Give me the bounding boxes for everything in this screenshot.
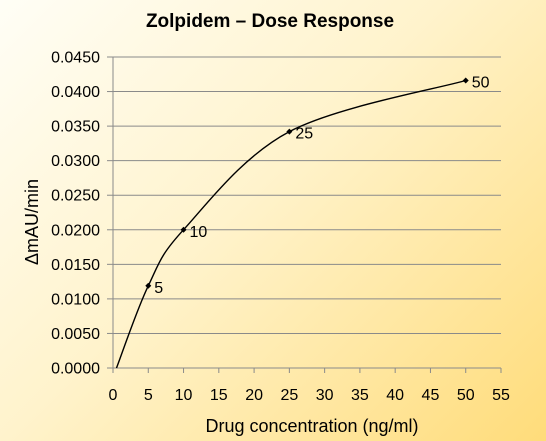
x-tick-label: 15 <box>210 387 228 404</box>
y-axis-label: ΔmAU/min <box>22 179 42 265</box>
data-point-marker <box>145 282 152 289</box>
x-tick-labels: 0 5 10 15 20 25 30 35 40 45 50 55 <box>109 387 510 404</box>
y-tick-label: 0.0250 <box>51 188 100 205</box>
data-point-marker <box>286 128 293 135</box>
data-label: 10 <box>190 224 208 241</box>
y-tick-labels: 0.0000 0.0050 0.0100 0.0150 0.0200 0.0250 0.03… <box>51 50 100 378</box>
x-tick-label: 35 <box>351 387 369 404</box>
y-tick-label: 0.0100 <box>51 291 100 308</box>
x-tick-label: 50 <box>457 387 475 404</box>
chart-title: Zolpidem – Dose Response <box>146 11 394 32</box>
x-axis-label: Drug concentration (ng/ml) <box>205 416 418 436</box>
x-tick-label: 55 <box>492 387 510 404</box>
x-tick-label: 30 <box>316 387 334 404</box>
x-tick-label: 10 <box>175 387 193 404</box>
x-tick-label: 0 <box>109 387 118 404</box>
data-labels: 5 10 25 50 <box>154 74 489 296</box>
data-point-marker <box>180 226 187 233</box>
data-label: 25 <box>295 126 313 143</box>
x-tick-label: 20 <box>245 387 263 404</box>
series-line <box>115 79 466 369</box>
x-tick-label: 40 <box>386 387 404 404</box>
x-tick-label: 25 <box>280 387 298 404</box>
data-label: 5 <box>154 280 163 297</box>
x-tick-label: 45 <box>422 387 440 404</box>
y-tick-label: 0.0400 <box>51 84 100 101</box>
data-label: 50 <box>472 74 490 91</box>
y-tick-label: 0.0000 <box>51 361 100 378</box>
axes <box>112 57 501 369</box>
y-tick-label: 0.0350 <box>51 119 100 136</box>
data-points <box>145 77 469 289</box>
y-tick-label: 0.0050 <box>51 326 100 343</box>
y-tick-label: 0.0450 <box>51 50 100 67</box>
grid-lines <box>107 56 502 373</box>
y-tick-label: 0.0150 <box>51 257 100 274</box>
data-point-marker <box>462 77 469 84</box>
y-tick-label: 0.0300 <box>51 153 100 170</box>
y-tick-label: 0.0200 <box>51 222 100 239</box>
x-tick-label: 5 <box>144 387 153 404</box>
